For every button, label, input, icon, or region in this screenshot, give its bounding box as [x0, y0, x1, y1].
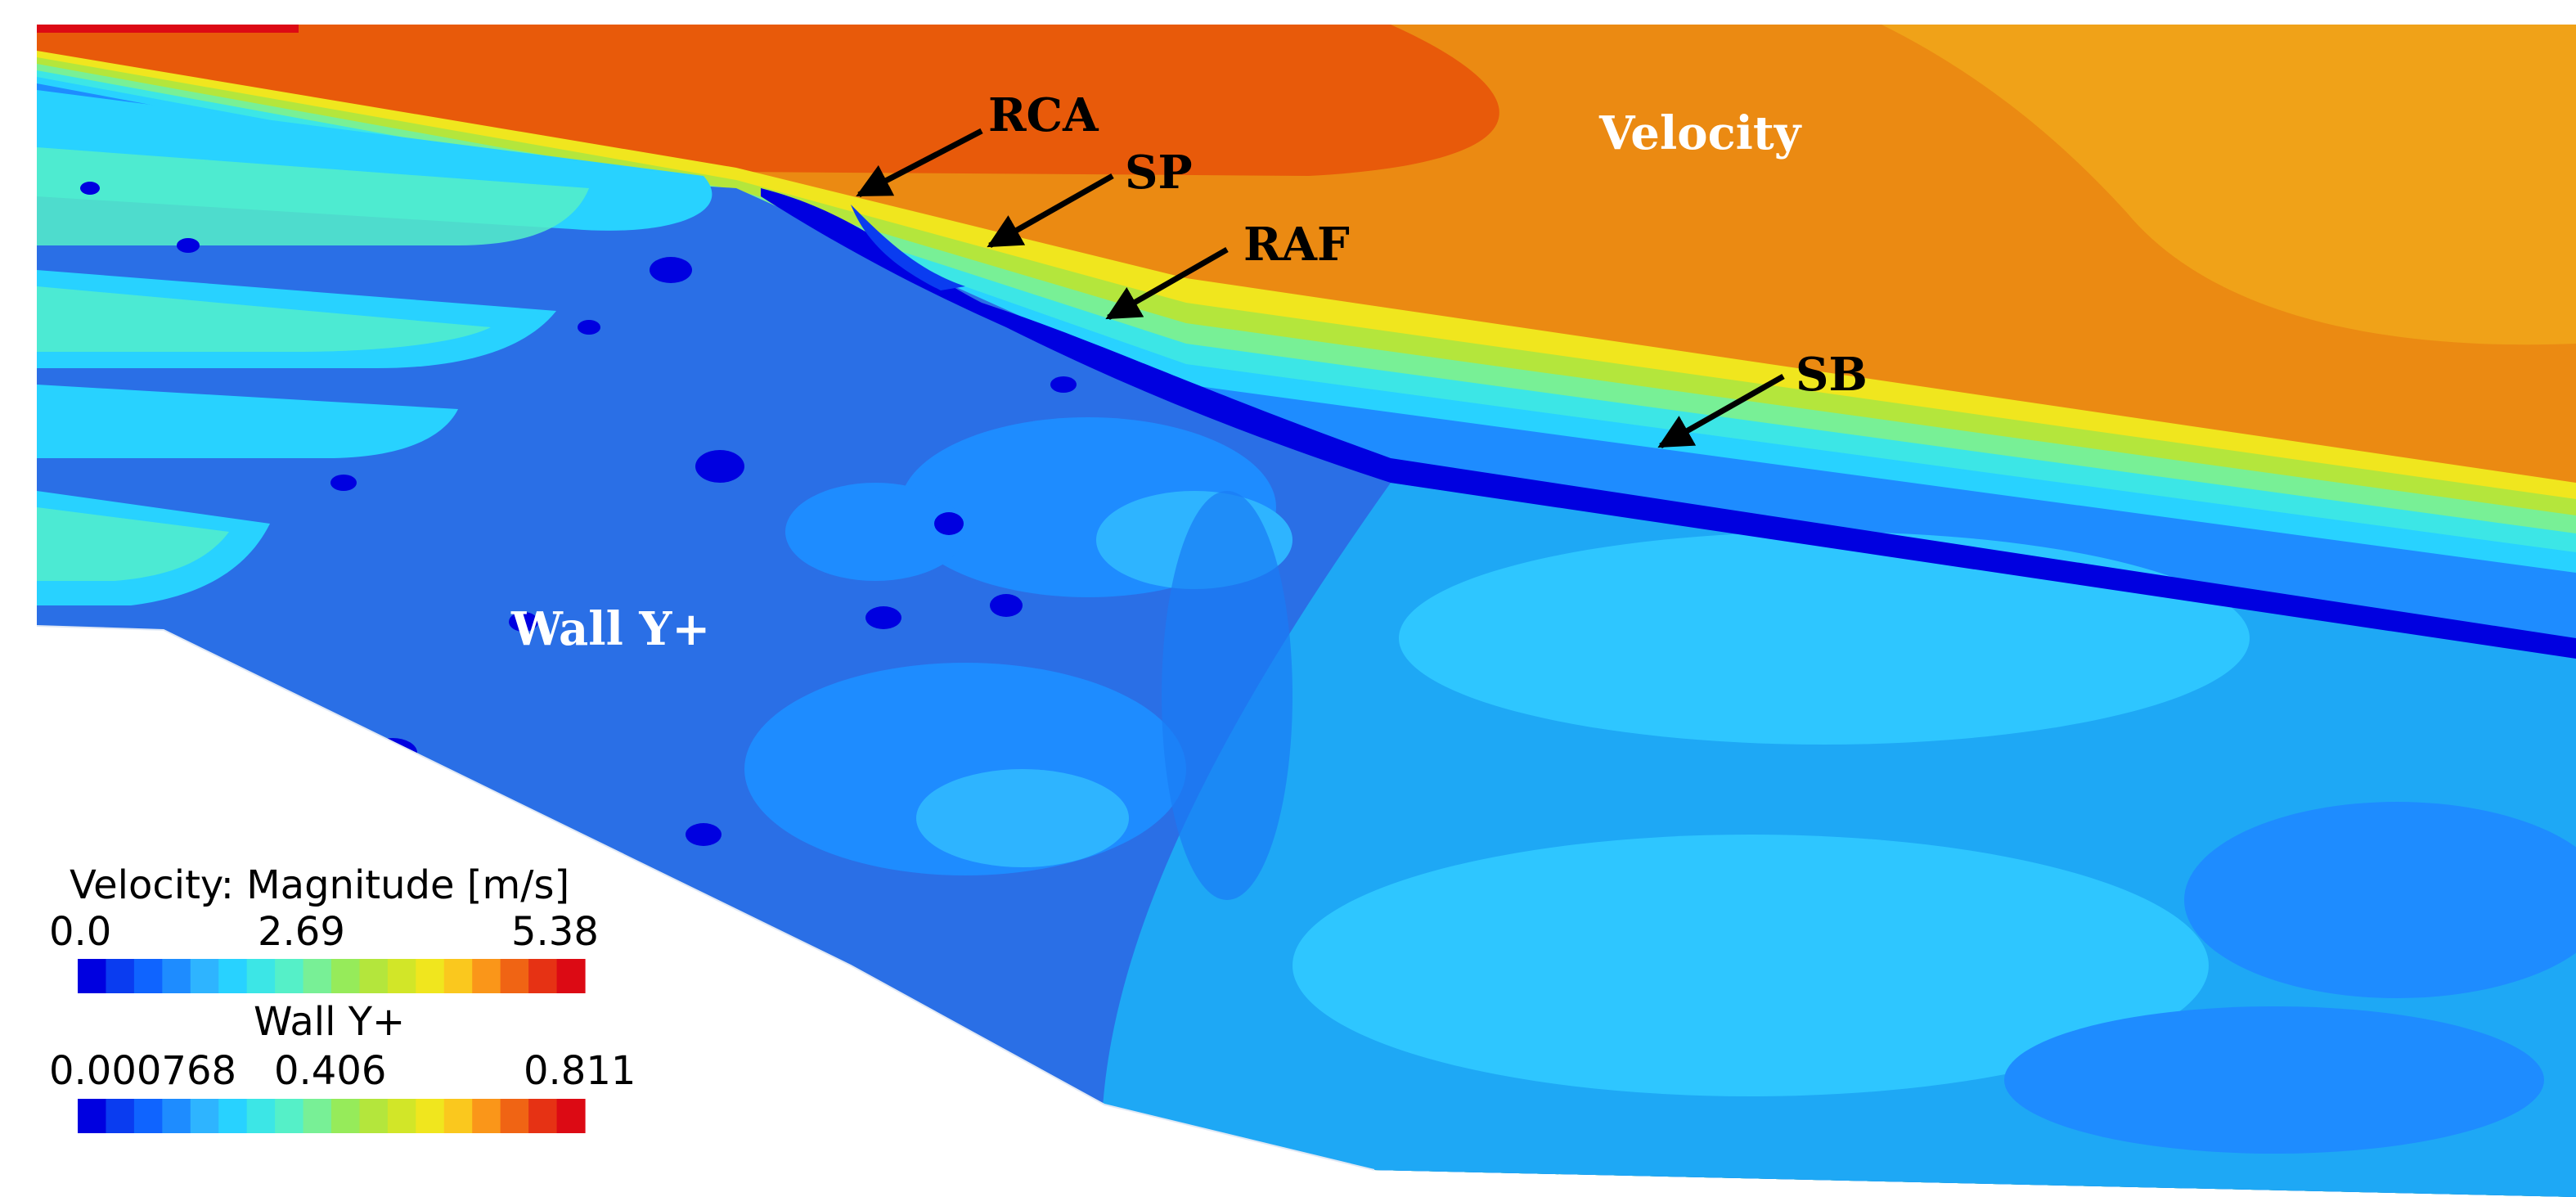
raf-label: RAF: [1243, 218, 1350, 272]
colorbar-swatch: [331, 1099, 361, 1133]
wall-yplus-legend-min: 0.000768: [49, 1048, 236, 1094]
colorbar-swatch: [472, 959, 501, 993]
rca-arrow: [856, 128, 983, 198]
wall-yplus-legend-max: 0.811: [524, 1048, 636, 1094]
colorbar-swatch: [416, 959, 445, 993]
colorbar-swatch: [359, 1099, 389, 1133]
colorbar-swatch: [500, 1099, 529, 1133]
wall-yplus-colorbar: [78, 1099, 586, 1133]
velocity-colorbar: [78, 959, 586, 993]
colorbar-swatch: [246, 959, 276, 993]
colorbar-swatch: [218, 1099, 248, 1133]
velocity-core-region: [37, 25, 1499, 176]
velocity-legend-title: Velocity: Magnitude [m/s]: [70, 862, 569, 908]
velocity-legend: Velocity: Magnitude [m/s] 0.0 2.69 5.38: [49, 862, 599, 993]
colorbar-swatch: [133, 1099, 163, 1133]
velocity-legend-min: 0.0: [49, 909, 111, 955]
colorbar-swatch: [528, 959, 558, 993]
colorbar-swatch: [387, 959, 416, 993]
colorbar-swatch: [387, 1099, 416, 1133]
velocity-field-label: Velocity: [1598, 106, 1802, 160]
sb-label: SB: [1796, 348, 1868, 402]
colorbar-swatch: [218, 959, 248, 993]
colorbar-swatch: [162, 959, 191, 993]
colorbar-swatch: [78, 1099, 107, 1133]
raf-arrow: [1105, 246, 1229, 321]
colorbar-swatch: [78, 959, 107, 993]
colorbar-swatch: [190, 1099, 219, 1133]
velocity-legend-mid: 2.69: [258, 909, 345, 955]
annotation-arrows: [856, 128, 1785, 449]
colorbar-swatch: [556, 959, 586, 993]
wall-yplus-legend-title: Wall Y+: [254, 999, 405, 1045]
colorbar-swatch: [303, 1099, 332, 1133]
sp-label: SP: [1125, 146, 1193, 200]
sp-arrow: [987, 173, 1114, 249]
colorbar-swatch: [556, 1099, 586, 1133]
colorbar-swatch: [443, 959, 473, 993]
colorbar-swatch: [275, 959, 304, 993]
velocity-legend-max: 5.38: [511, 909, 599, 955]
colorbar-swatch: [106, 1099, 135, 1133]
colorbar-swatch: [190, 959, 219, 993]
colorbar-swatch: [500, 959, 529, 993]
colorbar-swatch: [416, 1099, 445, 1133]
wall-yplus-legend-mid: 0.406: [274, 1048, 386, 1094]
colorbar-swatch: [303, 959, 332, 993]
colorbar-swatch: [106, 959, 135, 993]
colorbar-swatch: [275, 1099, 304, 1133]
velocity-outer-region: [1881, 25, 2576, 345]
wall-yplus-field-label: Wall Y+: [510, 602, 710, 656]
rca-label: RCA: [988, 88, 1099, 142]
colorbar-swatch: [331, 959, 361, 993]
colorbar-swatch: [133, 959, 163, 993]
colorbar-swatch: [472, 1099, 501, 1133]
colorbar-swatch: [443, 1099, 473, 1133]
sb-arrow: [1657, 373, 1785, 449]
colorbar-swatch: [359, 959, 389, 993]
colorbar-swatch: [246, 1099, 276, 1133]
colorbar-swatch: [162, 1099, 191, 1133]
wall-yplus-legend: Wall Y+ 0.000768 0.406 0.811: [49, 999, 636, 1133]
separation-band: [761, 188, 2576, 659]
colorbar-swatch: [528, 1099, 558, 1133]
